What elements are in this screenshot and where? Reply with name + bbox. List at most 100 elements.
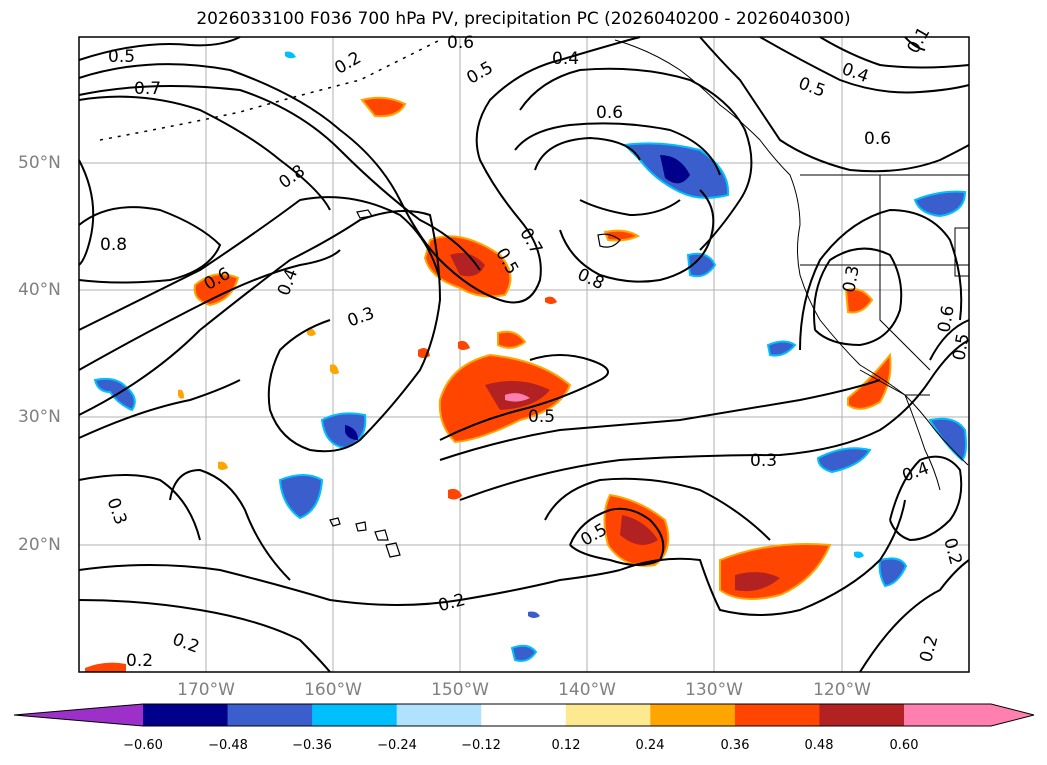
aleutian-islands (99, 39, 441, 141)
map-frame (78, 36, 970, 673)
precip-negative-areas (93, 51, 967, 662)
precip-area-119w-39n (844, 288, 874, 314)
contour-0.8-west-closed (78, 206, 222, 284)
island-hawaii-2 (355, 521, 367, 532)
colorbar-cell (143, 704, 229, 726)
contour-0.6-diag (78, 196, 441, 331)
contour-0.8-edge (78, 159, 95, 266)
precip-positive-areas (85, 96, 892, 672)
island-pacific-2 (597, 233, 621, 248)
contour-0.4-southeast (889, 455, 963, 542)
contour-0.2-east-loop (619, 499, 906, 616)
colorbar-extend-high (904, 704, 1034, 726)
contour-0.4-northeast (819, 36, 970, 69)
contour-0.3-coastal (813, 247, 903, 347)
contour-label: 0.5 (108, 47, 135, 67)
contour-0.6-northeast (519, 67, 753, 251)
precip-neg-area-163w-22n (278, 474, 324, 520)
state-borders-south (800, 264, 931, 371)
pv-contours (78, 36, 970, 673)
precip-neg-core-137w-48n (660, 155, 690, 184)
contour-0.5-diag (78, 249, 341, 371)
contour-0.8-west (78, 95, 331, 211)
contour-label: 0.3 (750, 451, 777, 471)
contour-0.4-0.3-middle (78, 210, 442, 453)
precip-area-158w-55n (360, 96, 407, 118)
contour-0.3-ring (169, 468, 291, 581)
precip-neg-area-131w-40n (686, 252, 717, 278)
precip-area-170w-40n (193, 273, 240, 307)
colorbar-cell (227, 704, 313, 726)
precip-neg-area-116w-17n (878, 557, 908, 588)
precip-core-127w-17n (735, 572, 780, 592)
lon-label-130w: 130°W (685, 680, 743, 700)
colorbar-cell (312, 704, 398, 726)
contour-0.3-east (459, 339, 970, 501)
contour-0.5-center (439, 354, 609, 441)
aleutian-chain (99, 39, 441, 141)
precip-neg-area-121w-26n (816, 447, 872, 474)
precip-spot-143w-39n (545, 296, 557, 304)
colorbar-tick: 0.12 (551, 738, 581, 753)
lon-label-120w: 120°W (813, 680, 871, 700)
contour-label: 0.6 (596, 103, 623, 123)
precip-peak-145w-31n (505, 393, 530, 402)
lat-label-40n: 40°N (18, 280, 61, 300)
contour-0.5-northwest (78, 36, 241, 61)
island-hawaii-3 (374, 529, 389, 541)
colorbar-tick: 0.24 (635, 738, 665, 753)
precip-area-corner-sw (85, 662, 126, 672)
precip-spot-150w-36n (458, 340, 470, 350)
contour-0.2-south (78, 564, 621, 606)
colorbar-tick: 0.48 (804, 738, 834, 753)
contour-0.7-inner (534, 136, 641, 171)
precip-neg-area-146w-11n (510, 644, 538, 662)
contour-0.7-main (78, 36, 641, 304)
precip-neg-core-158w-29n (345, 425, 358, 440)
contour-0.5-loop (544, 477, 771, 541)
contour-label: 0.4 (552, 49, 579, 69)
island-hawaii-1 (329, 517, 341, 527)
precip-core-137w-21n (620, 515, 658, 545)
contour-0.2-southwest (78, 599, 331, 673)
colorbar-tick: 0.60 (889, 738, 919, 753)
colorbar-tick: −0.36 (292, 738, 332, 753)
lon-label-160w: 160°W (304, 680, 362, 700)
contour-label: 0.8 (100, 235, 127, 255)
contour-label: 0.6 (864, 129, 891, 149)
precip-neg-area-113w-46n (913, 190, 967, 218)
lat-label-50n: 50°N (18, 153, 61, 173)
lon-label-150w: 150°W (431, 680, 489, 700)
precip-core-150w-42n (450, 252, 485, 277)
contour-0.5-east (439, 379, 881, 461)
precip-neg-spot-146w-14n (528, 611, 540, 618)
contour-0.1-northeast (904, 36, 926, 51)
coastline-baja-california (904, 394, 941, 491)
contour-0.7-inner-2 (579, 199, 681, 217)
colorbar-tick: −0.24 (377, 738, 417, 753)
contour-0.2-southeast (859, 559, 970, 673)
precip-area-118w-31n (847, 352, 892, 410)
lat-label-30n: 30°N (18, 407, 61, 427)
precip-spot-161w-37n (307, 328, 316, 336)
precip-neg-area-125w-35n (766, 340, 797, 357)
colorbar-cell (565, 704, 651, 726)
map-area (79, 37, 969, 672)
precip-spot-150w-23n (448, 488, 462, 500)
colorbar-outline (13, 703, 1035, 727)
colorbar-cells (14, 704, 1034, 726)
contour-0.6-northeast-2 (699, 36, 970, 173)
contour-label: 0.5 (528, 407, 555, 427)
colorbar-tick: 0.36 (720, 738, 750, 753)
contour-0.5-northeast (759, 36, 970, 94)
colorbar-cell (396, 704, 482, 726)
contour-0.5-small-loop (569, 507, 665, 566)
precip-neg-spot-164w-57n (285, 51, 296, 59)
precip-neg-spot-118w-18n (854, 551, 864, 558)
colorbar-cell (734, 704, 820, 726)
coastlines (614, 39, 970, 491)
contour-0.8-inner (559, 189, 715, 283)
colorbar-cell (650, 704, 736, 726)
